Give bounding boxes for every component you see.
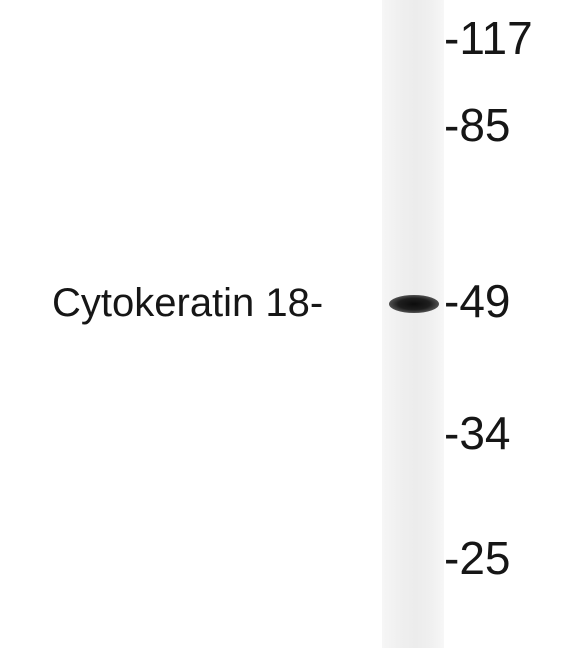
marker-85-label: -85 [444,99,511,151]
marker-117-label: -117 [444,12,533,64]
protein-band [389,295,439,313]
marker-49-label: -49 [444,275,511,327]
gel-lane [382,0,444,648]
marker-25-label: -25 [444,532,511,584]
protein-label: Cytokeratin 18- [52,281,324,325]
marker-34-label: -34 [444,407,511,459]
